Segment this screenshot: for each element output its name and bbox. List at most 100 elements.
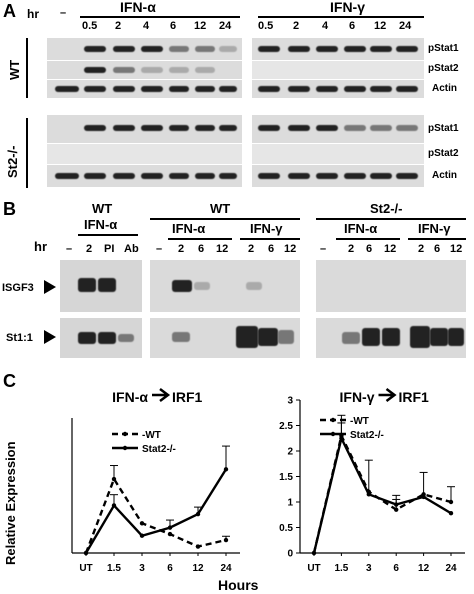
b-lane-label: 6 [268, 243, 275, 255]
b-group1-title: WT [92, 201, 113, 216]
st2-actin-label: Actin [432, 170, 457, 181]
b-lane-label: 6 [198, 243, 205, 255]
chart-point [195, 544, 201, 549]
chart-y-tick-label: 1.5 [279, 472, 293, 483]
emsa-g2-st11 [150, 318, 300, 358]
chart-point [311, 550, 317, 556]
ifna-timepoint: 0.5 [82, 20, 98, 32]
ifng-timepoint: 2 [293, 20, 300, 32]
b-group2-ifng-rule [240, 238, 300, 240]
chart-point [111, 476, 117, 482]
panel-a-ifng-header: IFN-γ [330, 0, 365, 15]
chart-point [339, 436, 344, 441]
chart-title-arrow-icon [378, 388, 397, 402]
chart-point [195, 511, 201, 517]
st11-arrow-icon [44, 330, 56, 344]
ifna-timepoint: 12 [194, 20, 207, 32]
chart-y-tick-label: 2.5 [279, 421, 293, 432]
b-group3-ifng: IFN-γ [418, 221, 451, 236]
chart-series-line [312, 434, 452, 554]
b-lane-label: PI [104, 243, 115, 255]
chart-x-tick-label: 3 [139, 563, 145, 574]
ifng-timepoint: 0.5 [258, 20, 274, 32]
ifng-timepoint: 6 [349, 20, 356, 32]
blot-wt-ifna-pstat1 [47, 38, 242, 60]
legend-entry: Stat2-/- [142, 444, 176, 455]
b-lane-label: 2 [348, 243, 355, 255]
chart-x-tick-label: 6 [167, 563, 173, 574]
chart-point [448, 511, 454, 516]
blot-wt-ifna-pstat2 [47, 61, 242, 79]
chart-series-line [84, 468, 228, 554]
chart-point [83, 550, 89, 556]
panel-b-hr-label: hr [34, 239, 47, 254]
b-lane-label: 2 [178, 243, 185, 255]
blot-st2-ifna-pstat1 [47, 115, 242, 143]
chart-point [421, 494, 426, 500]
blot-wt-ifng-pstat1 [252, 38, 424, 60]
panel-a-hr-label: hr [27, 7, 39, 21]
ifna-timepoint: 6 [170, 20, 177, 32]
blot-st2-ifng-pstat1 [252, 115, 424, 143]
b-lane-label: 2 [418, 243, 425, 255]
b-group1-rule [78, 234, 138, 236]
panel-b-letter: B [3, 199, 16, 219]
panel-c-letter: C [3, 371, 16, 391]
legend-marker [122, 431, 128, 437]
legend-entry: Stat2-/- [350, 430, 384, 441]
chart-title-right: IRF1 [172, 389, 203, 405]
chart-y-tick-label: 0.5 [279, 523, 293, 534]
ifng-timepoint: 12 [374, 20, 387, 32]
isgf3-arrow-icon [44, 280, 56, 294]
chart-x-tick-label: 24 [220, 563, 232, 574]
b-group2-title: WT [210, 201, 231, 216]
chart-x-tick-label: 12 [418, 563, 430, 574]
b-lane-label: – [66, 243, 73, 255]
legend-marker [122, 445, 128, 451]
ifng-timepoint: 24 [399, 20, 412, 32]
ifna-timepoint: 24 [219, 20, 232, 32]
blot-wt-ifng-pstat2 [252, 61, 424, 79]
c-xlabel: Hours [218, 577, 259, 593]
b-group1-subtitle: IFN-α [84, 217, 118, 232]
chart-point [111, 503, 117, 508]
wt-pstat2-label: pStat2 [428, 63, 459, 74]
st2-pstat2-label: pStat2 [428, 148, 459, 159]
st2-bracket [26, 118, 28, 188]
b-lane-label: 12 [450, 243, 463, 255]
chart-title-right: IRF1 [399, 389, 430, 405]
ifng-timepoint: 4 [322, 20, 329, 32]
wt-pstat1-label: pStat1 [428, 43, 459, 54]
chart-x-tick-label: 6 [393, 563, 399, 574]
ifna-timepoint: 4 [143, 20, 150, 32]
emsa-g1-st11 [60, 318, 142, 358]
chart-point [223, 537, 229, 543]
chart-y-tick-label: 0 [287, 549, 293, 560]
wt-bracket [26, 38, 28, 98]
chart-title-arrow-icon [152, 388, 171, 402]
emsa-g3-isgf3 [316, 260, 466, 312]
chart-point [139, 521, 145, 526]
panel-a-ifna-header: IFN-α [120, 0, 156, 15]
chart-x-tick-label: UT [307, 563, 320, 574]
chart-x-tick-label: 24 [445, 563, 457, 574]
legend-entry: -WT [350, 416, 369, 427]
legend-marker [330, 431, 336, 437]
chart-x-tick-label: 1.5 [107, 563, 121, 574]
isgf3-label: ISGF3 [2, 282, 34, 294]
chart-x-tick-label: 1.5 [334, 563, 348, 574]
legend-marker [330, 417, 336, 423]
blot-st2-ifna-actin [47, 165, 242, 187]
chart-point [167, 525, 173, 530]
emsa-g2-isgf3 [150, 260, 300, 312]
b-lane-label: – [320, 243, 327, 255]
b-group2-ifna-rule [168, 238, 232, 240]
b-lane-label: 2 [248, 243, 255, 255]
chart-point [366, 492, 371, 497]
b-lane-label: 6 [434, 243, 441, 255]
b-group3-ifng-rule [408, 238, 466, 240]
wt-actin-label: Actin [432, 83, 457, 94]
emsa-g3-st11 [316, 318, 466, 358]
chart-point [223, 467, 229, 472]
